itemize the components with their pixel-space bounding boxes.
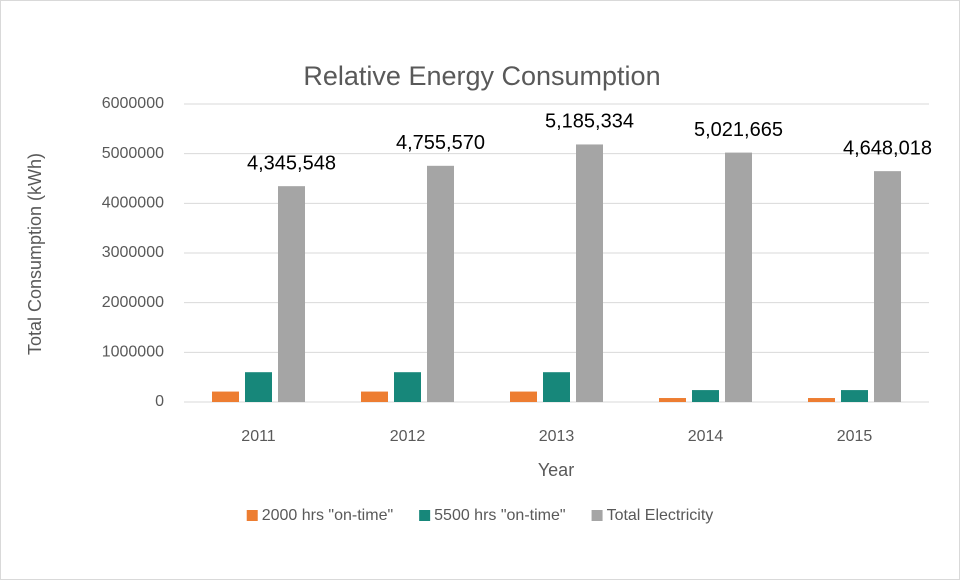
bar <box>543 372 570 402</box>
y-tick-label: 5000000 <box>102 145 164 162</box>
bar <box>245 372 272 402</box>
x-tick-label: 2014 <box>688 428 724 445</box>
data-label: 4,648,018 <box>843 137 932 159</box>
legend-swatch <box>246 510 258 521</box>
x-tick-label: 2011 <box>241 428 276 445</box>
data-label: 5,021,665 <box>694 119 783 141</box>
legend-swatch <box>419 510 431 521</box>
x-tick-label: 2012 <box>390 428 426 445</box>
y-tick-label: 3000000 <box>102 244 164 261</box>
legend-swatch <box>591 510 603 521</box>
x-tick-label: 2013 <box>539 428 575 445</box>
bar <box>725 152 752 402</box>
y-tick-label: 6000000 <box>102 95 164 112</box>
data-label: 4,345,548 <box>247 152 336 174</box>
chart-title: Relative Energy Consumption <box>303 61 660 91</box>
bar <box>874 171 901 402</box>
y-tick-label: 2000000 <box>102 294 164 311</box>
data-label: 5,185,334 <box>545 111 634 133</box>
bar <box>576 144 603 403</box>
bar <box>394 372 421 402</box>
legend-label: 5500 hrs "on-time" <box>434 507 565 524</box>
bar <box>361 391 388 402</box>
bar <box>659 398 686 402</box>
bar <box>278 186 305 402</box>
bar <box>427 165 454 402</box>
legend-label: 2000 hrs "on-time" <box>262 507 393 524</box>
y-axis-title: Total Consumption (kWh) <box>25 153 45 355</box>
legend-label: Total Electricity <box>607 507 714 524</box>
bar <box>510 391 537 402</box>
bar <box>692 390 719 402</box>
bar <box>808 398 835 402</box>
x-axis-title: Year <box>538 460 574 480</box>
y-tick-label: 1000000 <box>102 344 164 361</box>
bar <box>841 390 868 402</box>
data-label: 4,755,570 <box>396 132 485 154</box>
x-tick-label: 2015 <box>837 428 873 445</box>
y-tick-label: 4000000 <box>102 195 164 212</box>
bar <box>212 391 239 402</box>
y-tick-label: 0 <box>155 393 164 410</box>
